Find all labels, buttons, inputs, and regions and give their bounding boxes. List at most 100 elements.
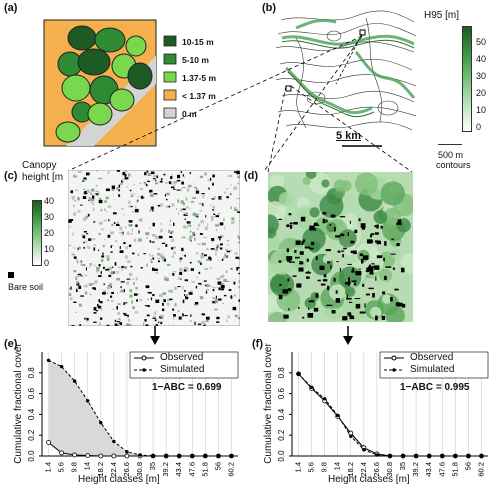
panel-b-contour-map <box>276 8 416 153</box>
point-observed <box>98 453 104 459</box>
y-tick-label: 0.8 <box>27 367 36 379</box>
x-tick-label: 35 <box>398 462 407 470</box>
x-tick-label: 14 <box>83 462 92 470</box>
x-tick-label: 47.6 <box>437 462 446 477</box>
panel-a-schematic <box>43 19 177 147</box>
x-tick-label: 56 <box>463 462 472 470</box>
x-tick-label: 18.2 <box>96 462 105 477</box>
point-simulated <box>296 372 301 376</box>
x-tick-label: 9.8 <box>70 462 79 472</box>
x-tick-label: 5.6 <box>57 462 66 472</box>
chart-e-xlabel: Height classes [m] <box>78 474 160 485</box>
point-simulated <box>72 379 77 383</box>
point-simulated <box>349 434 353 438</box>
y-tick-label: 0.4 <box>277 408 286 420</box>
point-observed <box>111 453 117 459</box>
y-tick-label: 0.6 <box>277 387 286 399</box>
chart-f-legend-observed: Observed <box>410 352 454 363</box>
x-tick-label: 26.6 <box>372 462 381 477</box>
point-simulated <box>177 454 181 458</box>
legend-lt-1-37: < 1.37 m <box>182 91 216 101</box>
chart-e-ylabel: Cumulative fractional cover <box>12 343 24 464</box>
bare-soil-swatch <box>8 272 14 278</box>
y-tick-label: 0.0 <box>277 450 286 462</box>
x-tick-label: 47.6 <box>187 462 196 477</box>
x-tick-label: 51.8 <box>450 462 459 477</box>
x-tick-label: 9.8 <box>320 462 329 472</box>
chart-f-legend-simulated: Simulated <box>410 364 455 375</box>
contour-legend-text2: contours <box>436 160 471 170</box>
chart-f-xlabel: Height classes [m] <box>328 474 410 485</box>
canopy-tick-0: 0 <box>44 258 50 268</box>
point-simulated <box>86 399 90 403</box>
point-observed <box>72 452 78 458</box>
y-tick-label: 0.4 <box>27 408 36 420</box>
point-simulated <box>151 454 155 458</box>
x-tick-label: 5.6 <box>307 462 316 472</box>
bare-soil-label: Bare soil <box>8 282 44 292</box>
point-observed <box>85 453 91 458</box>
x-tick-label: 1.4 <box>294 462 303 472</box>
legend-5-10: 5-10 m <box>182 55 209 65</box>
point-observed <box>124 453 130 459</box>
panel-d-noise <box>268 172 413 322</box>
point-simulated <box>216 454 221 458</box>
legend-simulated-marker <box>392 368 396 372</box>
contour-legend-text1: 500 m <box>438 150 464 160</box>
contour-legend-line <box>438 144 462 145</box>
point-simulated <box>138 453 142 457</box>
canopy-tick-20: 20 <box>44 228 55 238</box>
point-simulated <box>309 385 314 390</box>
point-simulated <box>440 454 444 458</box>
x-tick-label: 1.4 <box>44 462 53 472</box>
canopy-title-line1: Canopy <box>22 160 57 171</box>
point-observed <box>46 440 51 445</box>
point-simulated <box>46 358 51 363</box>
point-simulated <box>388 454 392 458</box>
point-simulated <box>125 450 129 454</box>
panel-c-canopy-map <box>68 170 240 326</box>
chart-f-abc: 1−ABC = 0.995 <box>400 382 470 393</box>
legend-box <box>129 351 239 379</box>
x-tick-label: 22.4 <box>109 462 118 477</box>
y-tick-label: 0.2 <box>27 429 36 441</box>
point-simulated <box>414 454 418 458</box>
x-tick-label: 18.2 <box>346 462 355 477</box>
panel-c-noise <box>68 170 240 326</box>
panel-e-label: (e) <box>4 338 18 350</box>
canopy-colorbar <box>32 200 42 266</box>
canopy-tick-30: 30 <box>44 212 55 222</box>
y-tick-label: 0.8 <box>277 367 286 379</box>
point-observed <box>59 450 64 456</box>
point-simulated <box>164 454 168 458</box>
x-tick-label: 39.2 <box>411 462 420 477</box>
point-simulated <box>112 439 116 444</box>
canopy-title-line2: height [m <box>22 172 64 183</box>
legend-observed-marker <box>141 355 147 361</box>
canopy-tick-10: 10 <box>44 244 55 254</box>
point-simulated <box>190 454 194 458</box>
h95-tick-10: 10 <box>476 105 487 115</box>
y-tick-label: 0.0 <box>27 450 36 462</box>
y-tick-label: 0.6 <box>27 387 36 399</box>
x-tick-label: 30.8 <box>135 462 144 477</box>
point-simulated <box>479 454 484 458</box>
h95-tick-0: 0 <box>476 122 482 132</box>
canopy-tick-40: 40 <box>44 196 55 206</box>
legend-observed-marker <box>391 355 397 361</box>
chart-e-abc: 1−ABC = 0.699 <box>152 382 222 393</box>
point-simulated <box>322 397 327 401</box>
chart-f: 1.4 5.6 9.8 14 18.2 22.4 26.6 30.8 35 39.2 43.4 47.… <box>277 351 489 477</box>
x-tick-label: 60.2 <box>226 462 235 477</box>
h95-tick-50: 50 <box>476 37 487 47</box>
x-tick-label: 43.4 <box>424 462 433 477</box>
point-simulated <box>427 454 431 458</box>
x-tick-label: 35 <box>148 462 157 470</box>
point-simulated <box>203 454 208 458</box>
legend-simulated-marker <box>142 368 146 372</box>
h95-colorbar-title: H95 [m] <box>424 10 460 21</box>
point-simulated <box>336 413 340 418</box>
point-simulated <box>99 421 103 425</box>
x-tick-label: 39.2 <box>161 462 170 477</box>
